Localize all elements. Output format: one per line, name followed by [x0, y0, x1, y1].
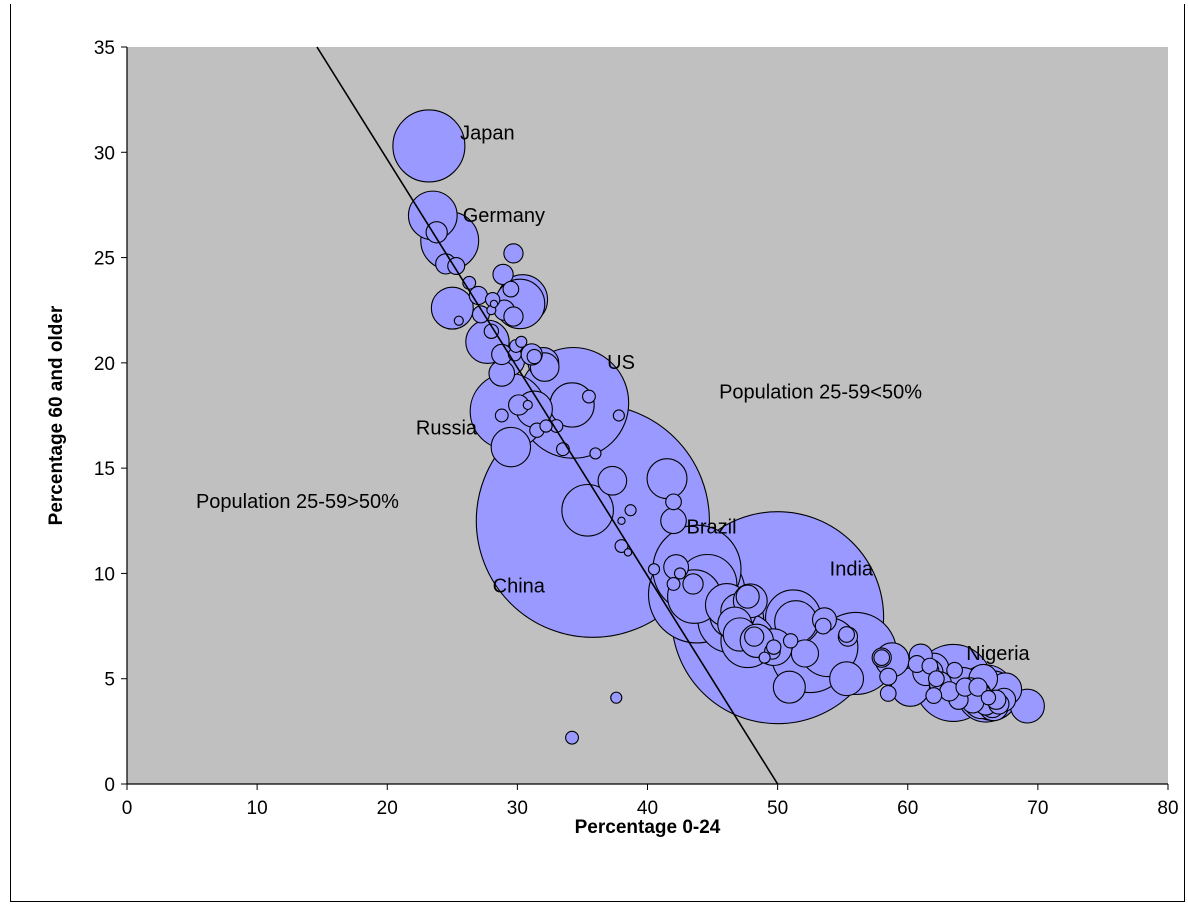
bubble-kuwait [610, 691, 623, 704]
x-tick-label: 70 [1027, 798, 1048, 819]
y-tick-label: 35 [94, 38, 115, 59]
bubble-denmark [483, 323, 500, 339]
bubble-poland [490, 426, 532, 468]
bubble-el-salvador [814, 617, 832, 635]
bubble-papua-ng [925, 687, 943, 704]
bubble-uruguay [612, 409, 625, 422]
y-tick-label: 15 [94, 459, 115, 480]
region-label: Population 25-59>50% [196, 491, 399, 513]
country-label-germany: Germany [463, 205, 545, 227]
x-tick-label: 50 [767, 798, 788, 819]
x-tick-label: 10 [247, 798, 268, 819]
country-label-us: US [607, 352, 635, 374]
bubble-belgium [492, 263, 514, 286]
x-tick-label: 0 [122, 798, 133, 819]
x-tick-label: 40 [637, 798, 658, 819]
bubble-turkmenistan [766, 639, 782, 655]
bubble-sierra-leone [946, 661, 963, 679]
bubble-nicaragua [873, 649, 891, 667]
x-axis: 0 10 20 30 40 50 60 70 80 [122, 783, 1179, 819]
bubble-estonia [489, 299, 499, 309]
bubble-chile [660, 507, 687, 535]
bubble-layer [392, 109, 1045, 745]
country-label-japan: Japan [460, 123, 515, 145]
bubble-ireland [555, 442, 570, 457]
bubble-argentina [646, 458, 688, 500]
reference-line [316, 46, 779, 785]
country-label-russia: Russia [416, 417, 478, 439]
y-tick-label: 25 [94, 249, 115, 270]
y-axis: 0 5 10 15 20 25 30 35 [94, 38, 128, 796]
bubble-costa-rica [666, 577, 681, 591]
bubble-puerto-rico [582, 389, 596, 404]
bubble-lithuania [515, 335, 528, 348]
bubble-trinidad [617, 516, 626, 525]
x-tick-label: 80 [1157, 798, 1178, 819]
bubble-albania [624, 504, 637, 517]
bubble-uae [565, 730, 579, 745]
plot-area [127, 47, 1168, 784]
bubble-spain [430, 286, 474, 330]
y-tick-label: 20 [94, 354, 115, 375]
bubble-moldova [539, 419, 553, 433]
bubble-sri-lanka [597, 465, 628, 496]
region-label: Population 25-59<50% [719, 382, 922, 404]
bubble-mauritius [623, 548, 633, 557]
bubble-thailand [561, 483, 614, 537]
bubble-burundi [968, 677, 988, 697]
x-tick-label: 20 [377, 798, 398, 819]
bubble-tunisia [682, 573, 704, 595]
bubble-greece [425, 221, 448, 244]
bubble-togo [927, 670, 945, 688]
y-axis-title: Percentage 60 and older [46, 305, 67, 525]
bubble-israel [665, 493, 682, 511]
bubble-jamaica [647, 563, 661, 576]
bubble-serbia [503, 306, 524, 327]
bubble-paraguay [838, 626, 855, 643]
bubble-saudi-arabia [772, 670, 806, 704]
y-tick-label: 0 [104, 775, 115, 796]
region-label-layer: Population 25-59<50% Population 25-59>50% [196, 382, 922, 513]
bubble-eritrea [980, 689, 997, 706]
country-label-nigeria: Nigeria [966, 643, 1030, 665]
bubble-armenia [589, 447, 602, 460]
y-tick-label: 10 [94, 564, 115, 585]
x-tick-label: 30 [507, 798, 528, 819]
bubble-norway [526, 348, 542, 365]
bubble-panama [673, 567, 687, 580]
x-axis-title: Percentage 0-24 [575, 817, 721, 838]
y-tick-label: 5 [104, 670, 115, 691]
y-tick-label: 30 [94, 143, 115, 164]
bubble-singapore [494, 408, 509, 423]
country-label-brazil: Brazil [687, 516, 737, 538]
bubble-sweden [503, 243, 524, 264]
bubble-slovenia [453, 315, 464, 326]
bubble-dominican-rep- [744, 626, 765, 647]
bubble-syria [790, 639, 820, 668]
country-label-layer: Japan Germany US Russia China Brazil India Nige… [416, 123, 1031, 665]
bubble-macedonia [522, 399, 533, 411]
bubble-mongolia [758, 651, 771, 664]
bubble-japan [392, 109, 466, 183]
chart-frame [10, 4, 1185, 902]
bubble-jordan [879, 685, 897, 702]
bubble-hong-kong [502, 280, 520, 298]
bubble-tajikistan [879, 667, 898, 686]
country-label-india: India [830, 559, 874, 581]
bubble-kyrgyzstan [782, 633, 799, 649]
country-label-china: China [493, 575, 546, 597]
bubble-iraq [829, 661, 865, 697]
x-tick-label: 60 [897, 798, 918, 819]
bubble-lebanon [614, 539, 629, 553]
bubble-ecuador [735, 584, 760, 609]
